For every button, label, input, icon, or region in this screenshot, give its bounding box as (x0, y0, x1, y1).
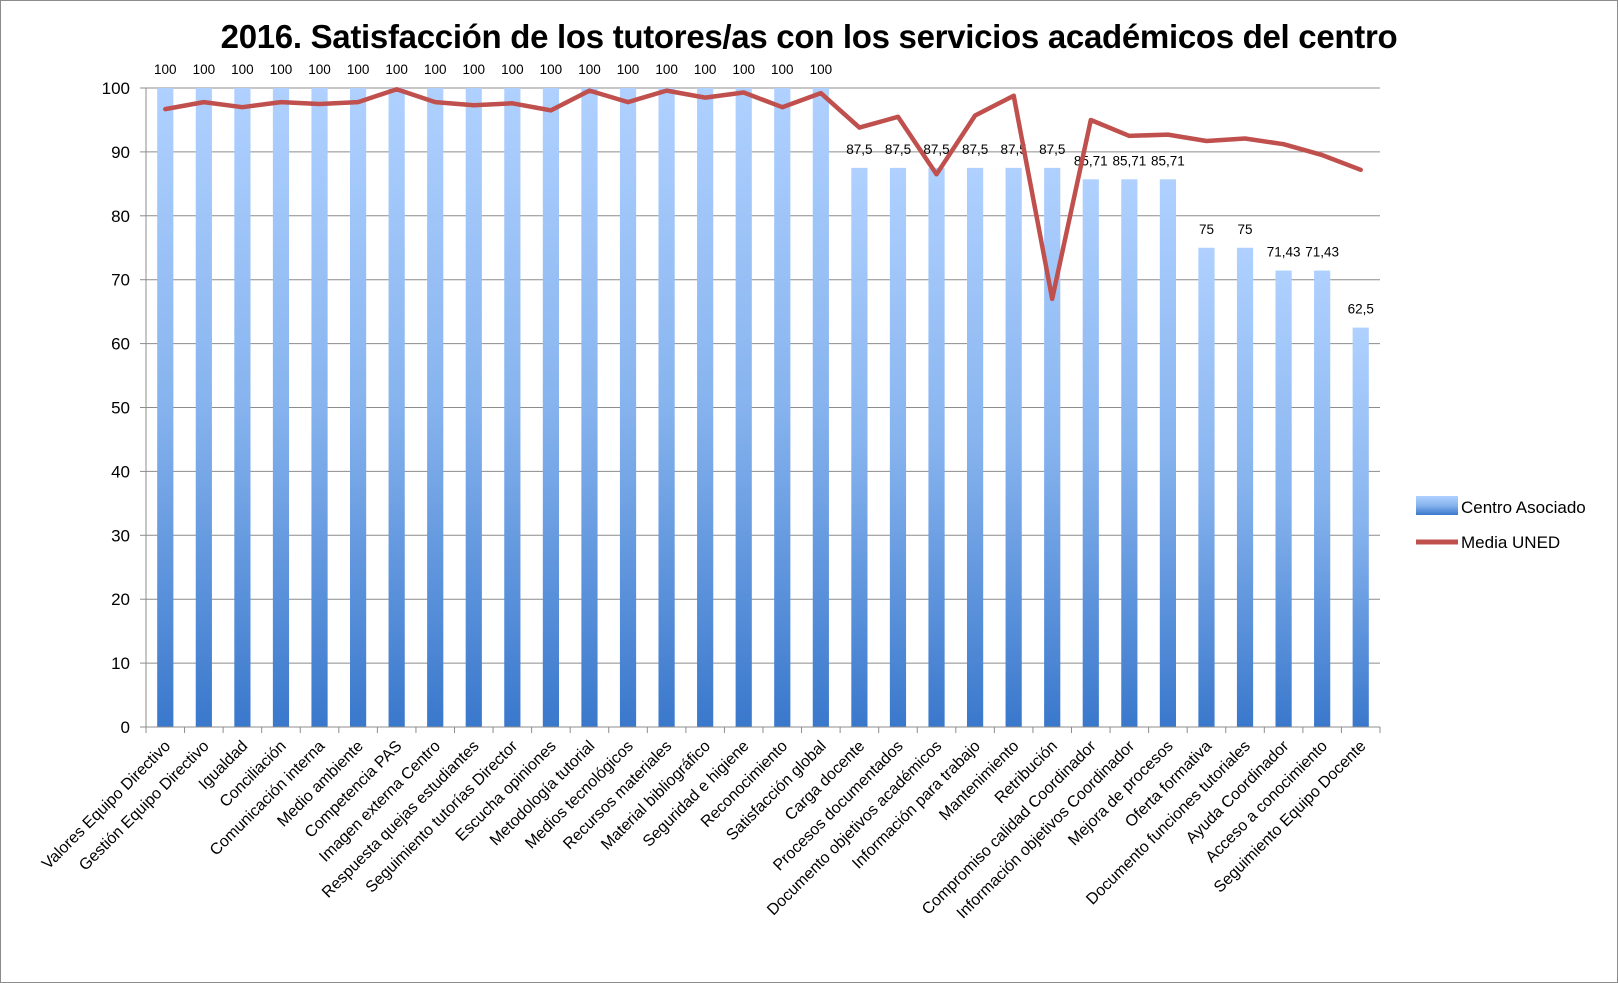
legend-label-centro-asociado: Centro Asociado (1461, 498, 1586, 517)
bar (966, 167, 984, 727)
data-label: 100 (501, 62, 524, 77)
bars-series (157, 88, 1369, 727)
series-line-media-uned (163, 87, 1363, 302)
bar (851, 167, 868, 727)
data-label: 100 (424, 62, 447, 77)
bar (581, 88, 598, 727)
data-label: 87,5 (923, 142, 949, 157)
bar (465, 88, 482, 727)
bar (889, 167, 907, 727)
data-label: 87,5 (1039, 142, 1065, 157)
data-label: 100 (732, 62, 755, 77)
data-label: 75 (1238, 222, 1253, 237)
data-label: 85,71 (1151, 153, 1185, 168)
data-label: 71,43 (1305, 245, 1339, 260)
bar (234, 88, 251, 727)
bar (1082, 179, 1099, 727)
bar (542, 88, 560, 727)
y-tick-label: 100 (102, 79, 130, 98)
y-tick-label: 60 (111, 335, 130, 354)
data-label: 71,43 (1267, 245, 1301, 260)
data-label: 87,5 (846, 142, 872, 157)
y-tick-label: 90 (111, 143, 130, 162)
data-label: 100 (193, 62, 216, 77)
data-label: 100 (385, 62, 408, 77)
data-label: 100 (810, 62, 833, 77)
data-label: 100 (463, 62, 486, 77)
bar (1352, 327, 1369, 727)
legend-swatch-centro-asociado (1416, 496, 1458, 515)
legend: Centro Asociado Media UNED (1416, 496, 1586, 552)
y-tick-label: 40 (111, 462, 130, 481)
legend-label-media-uned: Media UNED (1461, 533, 1560, 552)
data-labels: 100 100 100 100 100 100 100 100 100 100 100 100 100 1… (154, 62, 1374, 317)
data-label: 100 (270, 62, 293, 77)
bar (774, 88, 791, 727)
data-label: 85,71 (1112, 153, 1146, 168)
bar (619, 88, 637, 727)
data-label: 100 (231, 62, 254, 77)
bar (349, 88, 367, 727)
data-label: 75 (1199, 222, 1214, 237)
data-label: 100 (694, 62, 717, 77)
bar (1198, 247, 1215, 727)
axes (145, 88, 1381, 733)
bar (1236, 247, 1254, 727)
data-label: 100 (617, 62, 640, 77)
y-tick-label: 70 (111, 271, 130, 290)
y-tick-label: 20 (111, 590, 130, 609)
data-label: 87,5 (885, 142, 911, 157)
data-label: 100 (347, 62, 370, 77)
bar (928, 167, 945, 727)
y-tick-label: 10 (111, 654, 130, 673)
bar (427, 88, 444, 727)
data-label: 62,5 (1348, 302, 1374, 317)
data-label: 87,5 (1001, 142, 1027, 157)
bar (272, 88, 290, 727)
y-tick-label: 0 (121, 718, 130, 737)
bar (1314, 270, 1331, 727)
bar (195, 88, 212, 727)
data-label: 100 (578, 62, 601, 77)
y-tick-label: 50 (111, 399, 130, 418)
bar (812, 88, 829, 727)
data-label: 100 (655, 62, 678, 77)
chart-title: 2016. Satisfacción de los tutores/as con… (220, 18, 1398, 55)
bar (504, 88, 521, 727)
data-label: 87,5 (962, 142, 988, 157)
data-label: 100 (154, 62, 177, 77)
bar (157, 88, 174, 727)
bar (658, 88, 675, 727)
data-label: 100 (771, 62, 794, 77)
bar (1044, 167, 1061, 727)
data-label: 100 (540, 62, 563, 77)
bar (1275, 270, 1292, 727)
y-tick-label: 80 (111, 207, 130, 226)
line-series (163, 87, 1363, 302)
y-tick-label: 30 (111, 526, 130, 545)
bar (1159, 179, 1177, 727)
bar (1121, 179, 1138, 727)
bar (697, 88, 714, 727)
x-tick-label: Información objetivos Coordinador (954, 737, 1139, 922)
data-label: 100 (308, 62, 331, 77)
y-tick-labels: 0 10 20 30 40 50 60 70 80 90 100 (102, 79, 130, 737)
bar (388, 88, 405, 727)
bar (735, 88, 752, 727)
bar (311, 88, 328, 727)
bar (1005, 167, 1022, 727)
